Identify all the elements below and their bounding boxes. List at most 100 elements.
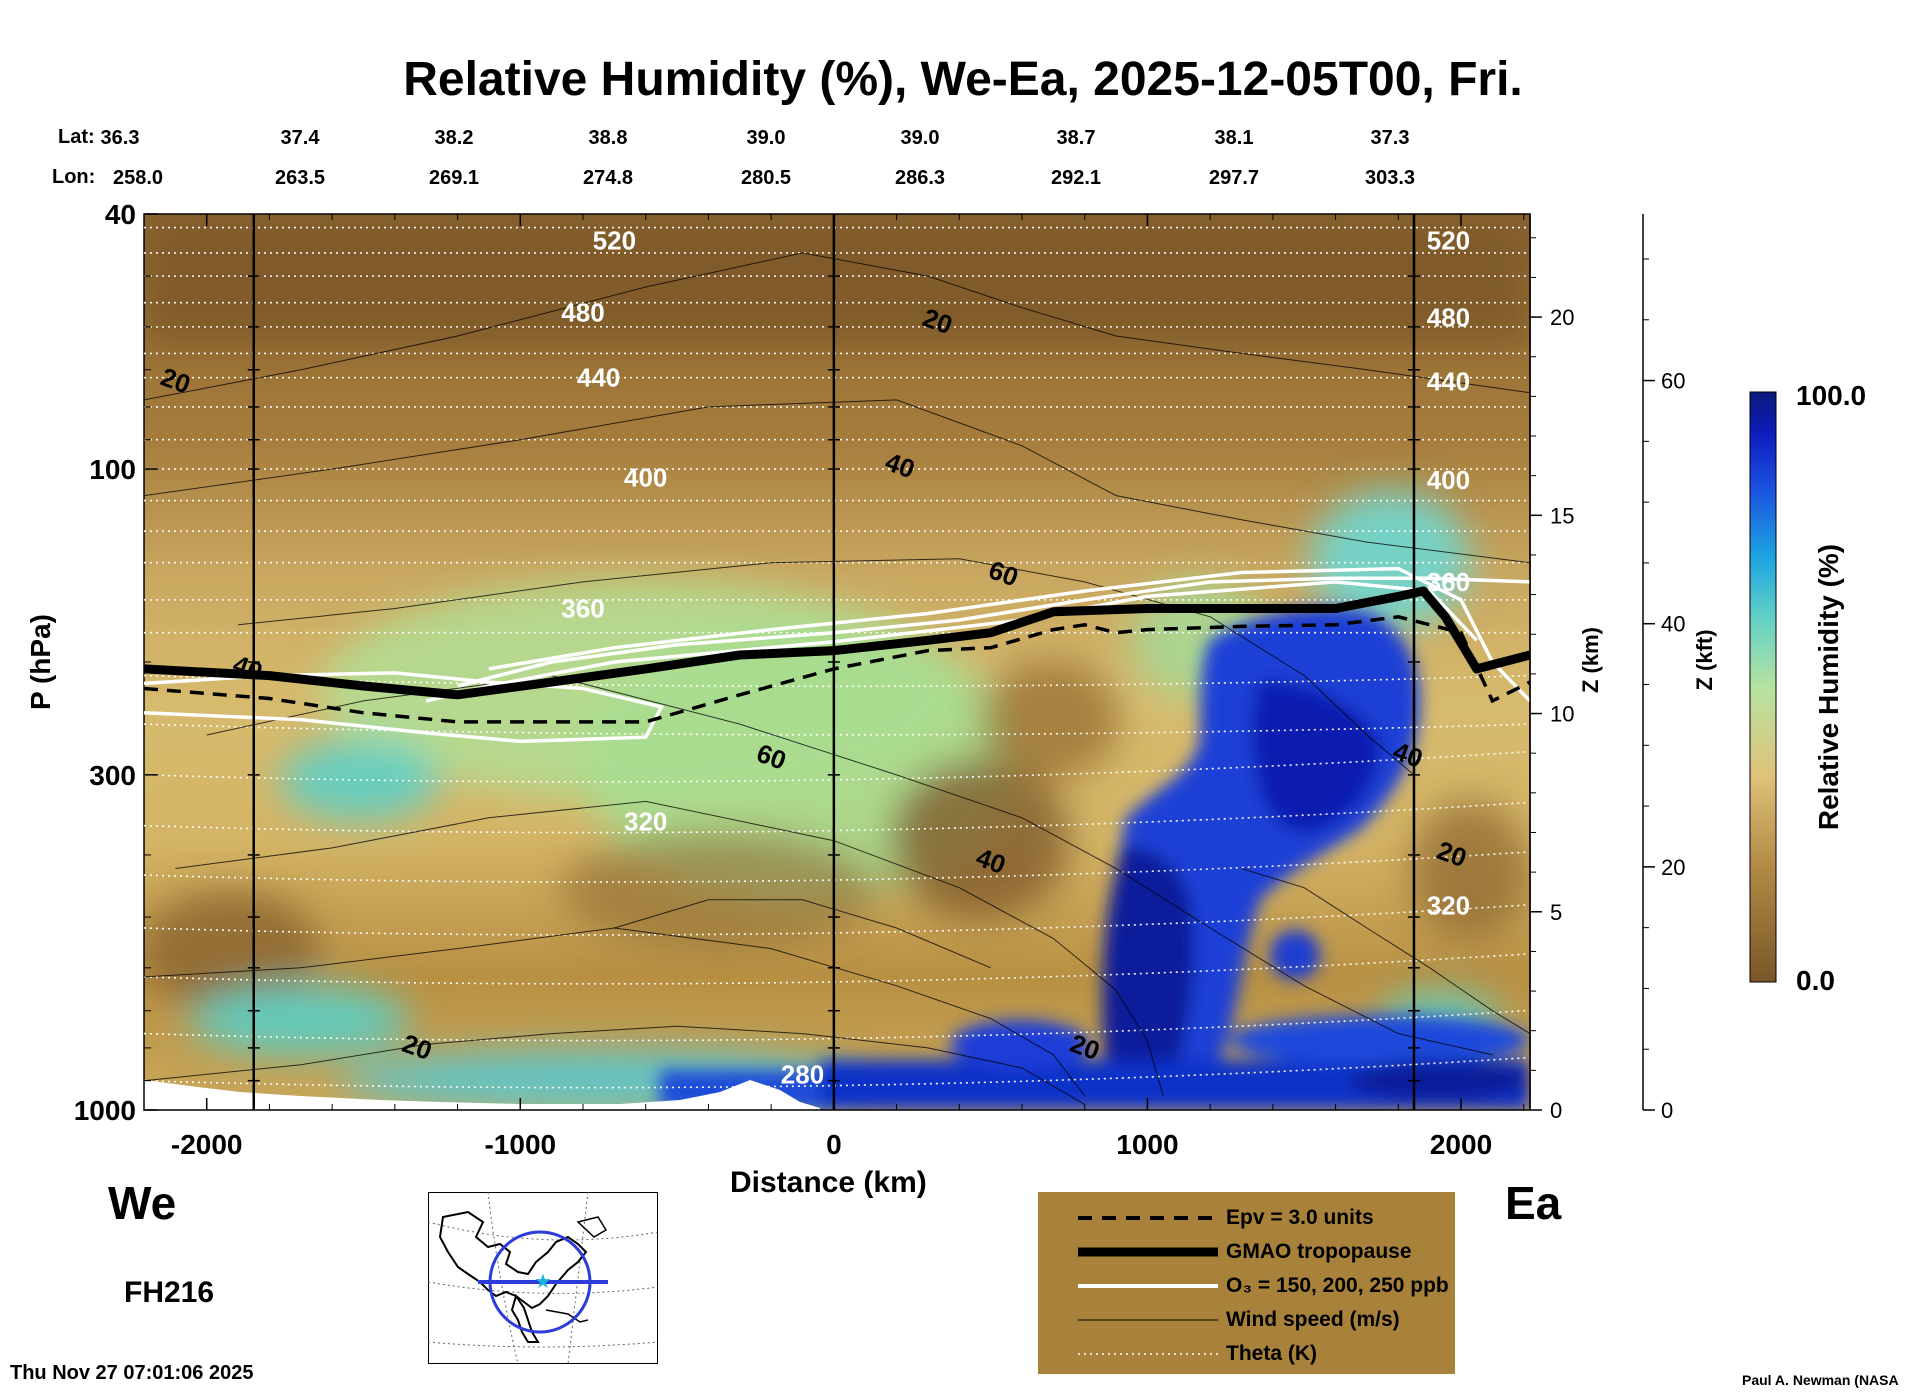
theta-label: 480 [561, 298, 604, 328]
legend: Epv = 3.0 units GMAO tropopause O₃ = 150… [1038, 1192, 1455, 1374]
wind-contour [238, 558, 1415, 776]
lon-value: 280.5 [741, 167, 791, 189]
colorbar [1749, 391, 1777, 983]
wind-contour [144, 252, 1530, 401]
rh-field [144, 214, 1530, 1110]
theta-label: 320 [1427, 891, 1470, 921]
lat-value: 38.2 [435, 127, 474, 149]
lon-value: 274.8 [583, 167, 633, 189]
lat-value: 37.4 [281, 127, 321, 149]
x-tick-label: 2000 [1430, 1129, 1492, 1160]
theta-label: 520 [1427, 226, 1470, 256]
lat-value: 36.3 [101, 127, 140, 149]
wind-contour [144, 927, 1086, 1097]
wind-contour [206, 675, 1493, 1056]
rh-blobs [144, 214, 1530, 1110]
z-kft-axis-label: Z (kft) [1692, 629, 1717, 690]
y-axis-label: P (hPa) [25, 614, 56, 710]
forecast-hour: FH216 [124, 1276, 215, 1309]
x-tick-label: -1000 [484, 1129, 556, 1160]
epv-line [144, 615, 1530, 724]
legend-label: GMAO tropopause [1226, 1240, 1412, 1263]
lon-value: 286.3 [895, 167, 945, 189]
west-label: We [108, 1177, 177, 1229]
legend-label: Wind speed (m/s) [1226, 1308, 1400, 1331]
x-tick-label: 1000 [1116, 1129, 1178, 1160]
theta-label: 520 [593, 226, 636, 256]
x-axis-label: Distance (km) [730, 1166, 927, 1199]
lon-value: 303.3 [1365, 167, 1415, 189]
y-tick-label: 300 [89, 760, 136, 791]
timestamp: Thu Nov 27 07:01:06 2025 [10, 1362, 254, 1384]
theta-label: 440 [1427, 366, 1470, 396]
x-tick-label: 0 [826, 1129, 842, 1160]
lat-value: 39.0 [901, 127, 940, 149]
x-tick-label: -2000 [171, 1129, 243, 1160]
colorbar-min-label: 0.0 [1796, 965, 1835, 996]
east-label: Ea [1505, 1177, 1562, 1229]
legend-item-wind: Wind speed (m/s) [1038, 1304, 1455, 1336]
lon-value: 258.0 [113, 167, 163, 189]
z-km-tick-label: 5 [1550, 900, 1562, 925]
wind-contour [144, 1025, 1085, 1105]
legend-label: O₃ = 150, 200, 250 ppb [1226, 1274, 1449, 1297]
epv-contour [144, 615, 1530, 724]
legend-item-tropopause: GMAO tropopause [1038, 1236, 1455, 1268]
theta-label: 400 [624, 462, 667, 492]
z-km-tick-label: 20 [1550, 305, 1574, 330]
theta-label: 280 [781, 1059, 824, 1089]
z-kft-tick-label: 60 [1661, 369, 1685, 394]
lon-value: 263.5 [275, 167, 325, 189]
legend-item-ozone: O₃ = 150, 200, 250 ppb [1038, 1270, 1455, 1302]
ozone-contour [457, 576, 1530, 688]
theta-label: 480 [1427, 302, 1470, 332]
tropopause-line [144, 586, 1530, 700]
theta-labels: 520 520 480 480 440 440 400 400 360 360 320 320 280 [561, 226, 1470, 1090]
lat-value: 38.1 [1215, 127, 1254, 149]
z-km-tick-label: 15 [1550, 503, 1574, 528]
lat-lon-header: Lat: Lon: [0, 0, 1926, 200]
wind-contour [1241, 868, 1530, 1035]
ozone-contour [144, 671, 664, 744]
legend-label: Epv = 3.0 units [1226, 1206, 1374, 1229]
wind-contour [144, 399, 1530, 564]
legend-item-epv: Epv = 3.0 units [1038, 1202, 1455, 1234]
lat-value: 39.0 [747, 127, 786, 149]
lat-value: 37.3 [1371, 127, 1410, 149]
lon-label: Lon: [52, 166, 96, 188]
lon-value: 292.1 [1051, 167, 1101, 189]
inset-map: ★ [428, 1192, 658, 1364]
z-km-tick-label: 10 [1550, 702, 1574, 727]
wind-contour [175, 800, 1164, 1096]
wind-contour [614, 899, 991, 969]
legend-label: Theta (K) [1226, 1342, 1317, 1365]
z-kft-tick-label: 0 [1661, 1098, 1673, 1123]
lat-value: 38.7 [1057, 127, 1096, 149]
lat-value: 38.8 [589, 127, 628, 149]
y-tick-label: 40 [105, 199, 136, 230]
y-tick-label: 100 [89, 454, 136, 485]
theta-label: 400 [1427, 465, 1470, 495]
lon-value: 269.1 [429, 167, 479, 189]
wind-speed-contours [144, 252, 1530, 1105]
chart-title: Relative Humidity (%), We-Ea, 2025-12-05… [403, 53, 1523, 106]
rh-saturated-region [660, 607, 1530, 1110]
ozone-contour [488, 566, 1530, 703]
theta-label: 360 [561, 593, 604, 623]
colorbar-title: Relative Humidity (%) [1813, 544, 1844, 830]
z-km-axis-label: Z (km) [1578, 627, 1603, 693]
lat-lon-values: 36.3 37.4 38.2 38.8 39.0 39.0 38.7 38.1 37.3 258.… [101, 127, 1416, 189]
z-kft-tick-label: 20 [1661, 855, 1685, 880]
lon-value: 297.7 [1209, 167, 1259, 189]
legend-item-theta: Theta (K) [1038, 1338, 1455, 1370]
z-km-tick-label: 0 [1550, 1098, 1562, 1123]
colorbar-max-label: 100.0 [1796, 380, 1866, 411]
tropopause-line [144, 586, 1530, 700]
y-tick-label: 1000 [74, 1095, 136, 1126]
credit: Paul A. Newman (NASA [1742, 1372, 1899, 1388]
inset-center-icon: ★ [534, 1271, 552, 1293]
theta-label: 320 [624, 807, 667, 837]
theta-label: 360 [1427, 567, 1470, 597]
